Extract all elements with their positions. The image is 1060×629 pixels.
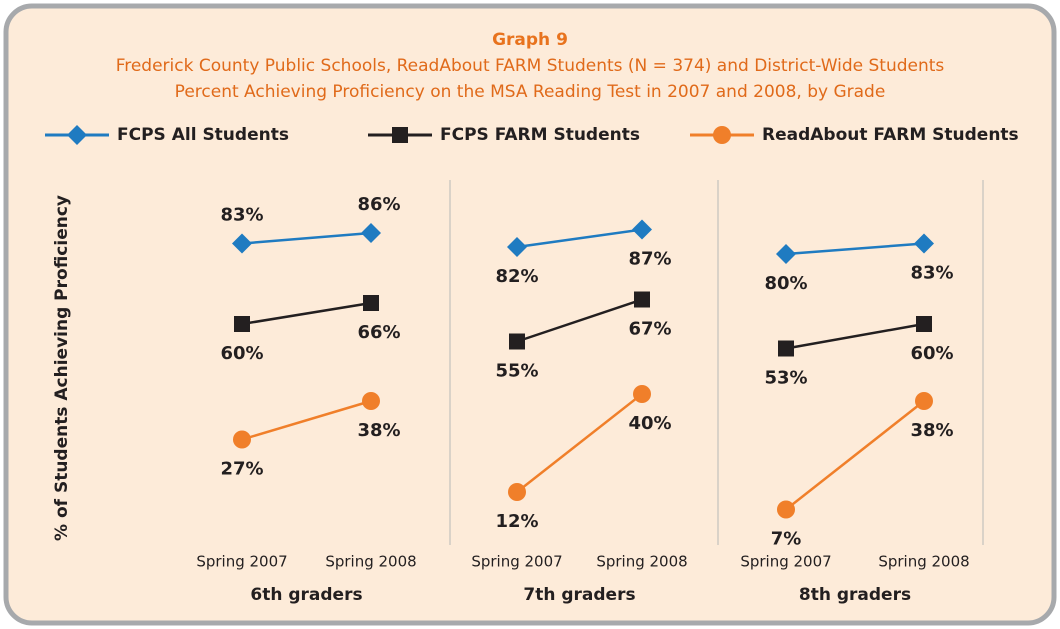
subtitle: Frederick County Public Schools, ReadAbo… — [116, 56, 945, 76]
data-point — [914, 233, 934, 254]
data-label: 83% — [220, 205, 263, 226]
legend-marker — [392, 127, 408, 143]
data-label: 67% — [628, 319, 671, 340]
legend-marker — [713, 126, 731, 144]
chart-title: Graph 9 — [492, 30, 568, 50]
data-label: 53% — [764, 368, 807, 389]
data-point — [234, 316, 250, 332]
y-axis-label: % of Students Achieving Proficiency — [52, 195, 72, 541]
data-point — [507, 237, 527, 257]
series-line — [516, 228, 643, 249]
series-line — [785, 242, 925, 256]
x-tick-label: Spring 2007 — [740, 553, 831, 571]
group-label: 7th graders — [523, 585, 635, 605]
legend-marker — [67, 125, 87, 145]
data-point — [634, 291, 650, 308]
data-point — [632, 219, 652, 240]
data-label: 80% — [764, 273, 807, 294]
series-line — [241, 301, 372, 326]
data-label: 87% — [628, 249, 671, 270]
x-tick-label: Spring 2007 — [196, 553, 287, 571]
data-point — [363, 295, 379, 311]
data-point — [508, 483, 526, 501]
data-point — [233, 430, 251, 449]
data-point — [509, 333, 525, 350]
data-point — [916, 316, 932, 332]
data-point — [362, 392, 380, 410]
series-line — [785, 400, 925, 511]
subtitle: Percent Achieving Proficiency on the MSA… — [175, 82, 886, 102]
group-label: 6th graders — [250, 585, 362, 605]
series-line — [785, 322, 925, 350]
data-label: 60% — [220, 343, 263, 364]
legend-label: FCPS FARM Students — [440, 125, 640, 145]
data-label: 86% — [357, 194, 400, 215]
series-line — [241, 399, 372, 441]
data-point — [776, 244, 796, 264]
series-line — [241, 231, 372, 245]
x-tick-label: Spring 2008 — [325, 553, 416, 571]
data-point — [778, 340, 794, 357]
x-tick-label: Spring 2008 — [878, 553, 969, 571]
data-label: 66% — [357, 322, 400, 343]
data-label: 60% — [910, 343, 953, 364]
legend-label: FCPS All Students — [117, 125, 289, 145]
data-label: 83% — [910, 263, 953, 284]
data-label: 7% — [771, 529, 802, 550]
data-label: 55% — [495, 361, 538, 382]
data-label: 82% — [495, 266, 538, 287]
data-point — [633, 385, 651, 403]
data-point — [232, 233, 252, 254]
data-label: 12% — [495, 511, 538, 532]
legend-label: ReadAbout FARM Students — [762, 125, 1019, 145]
data-label: 40% — [628, 413, 671, 434]
data-point — [777, 500, 795, 519]
x-tick-label: Spring 2007 — [471, 553, 562, 571]
panel-background — [3, 3, 1057, 626]
data-label: 38% — [357, 420, 400, 441]
series-line — [516, 393, 643, 493]
x-tick-label: Spring 2008 — [596, 553, 687, 571]
data-label: 38% — [910, 420, 953, 441]
group-label: 8th graders — [799, 585, 911, 605]
data-point — [915, 392, 933, 410]
data-label: 27% — [220, 459, 263, 480]
data-point — [361, 223, 381, 243]
series-line — [516, 298, 643, 343]
